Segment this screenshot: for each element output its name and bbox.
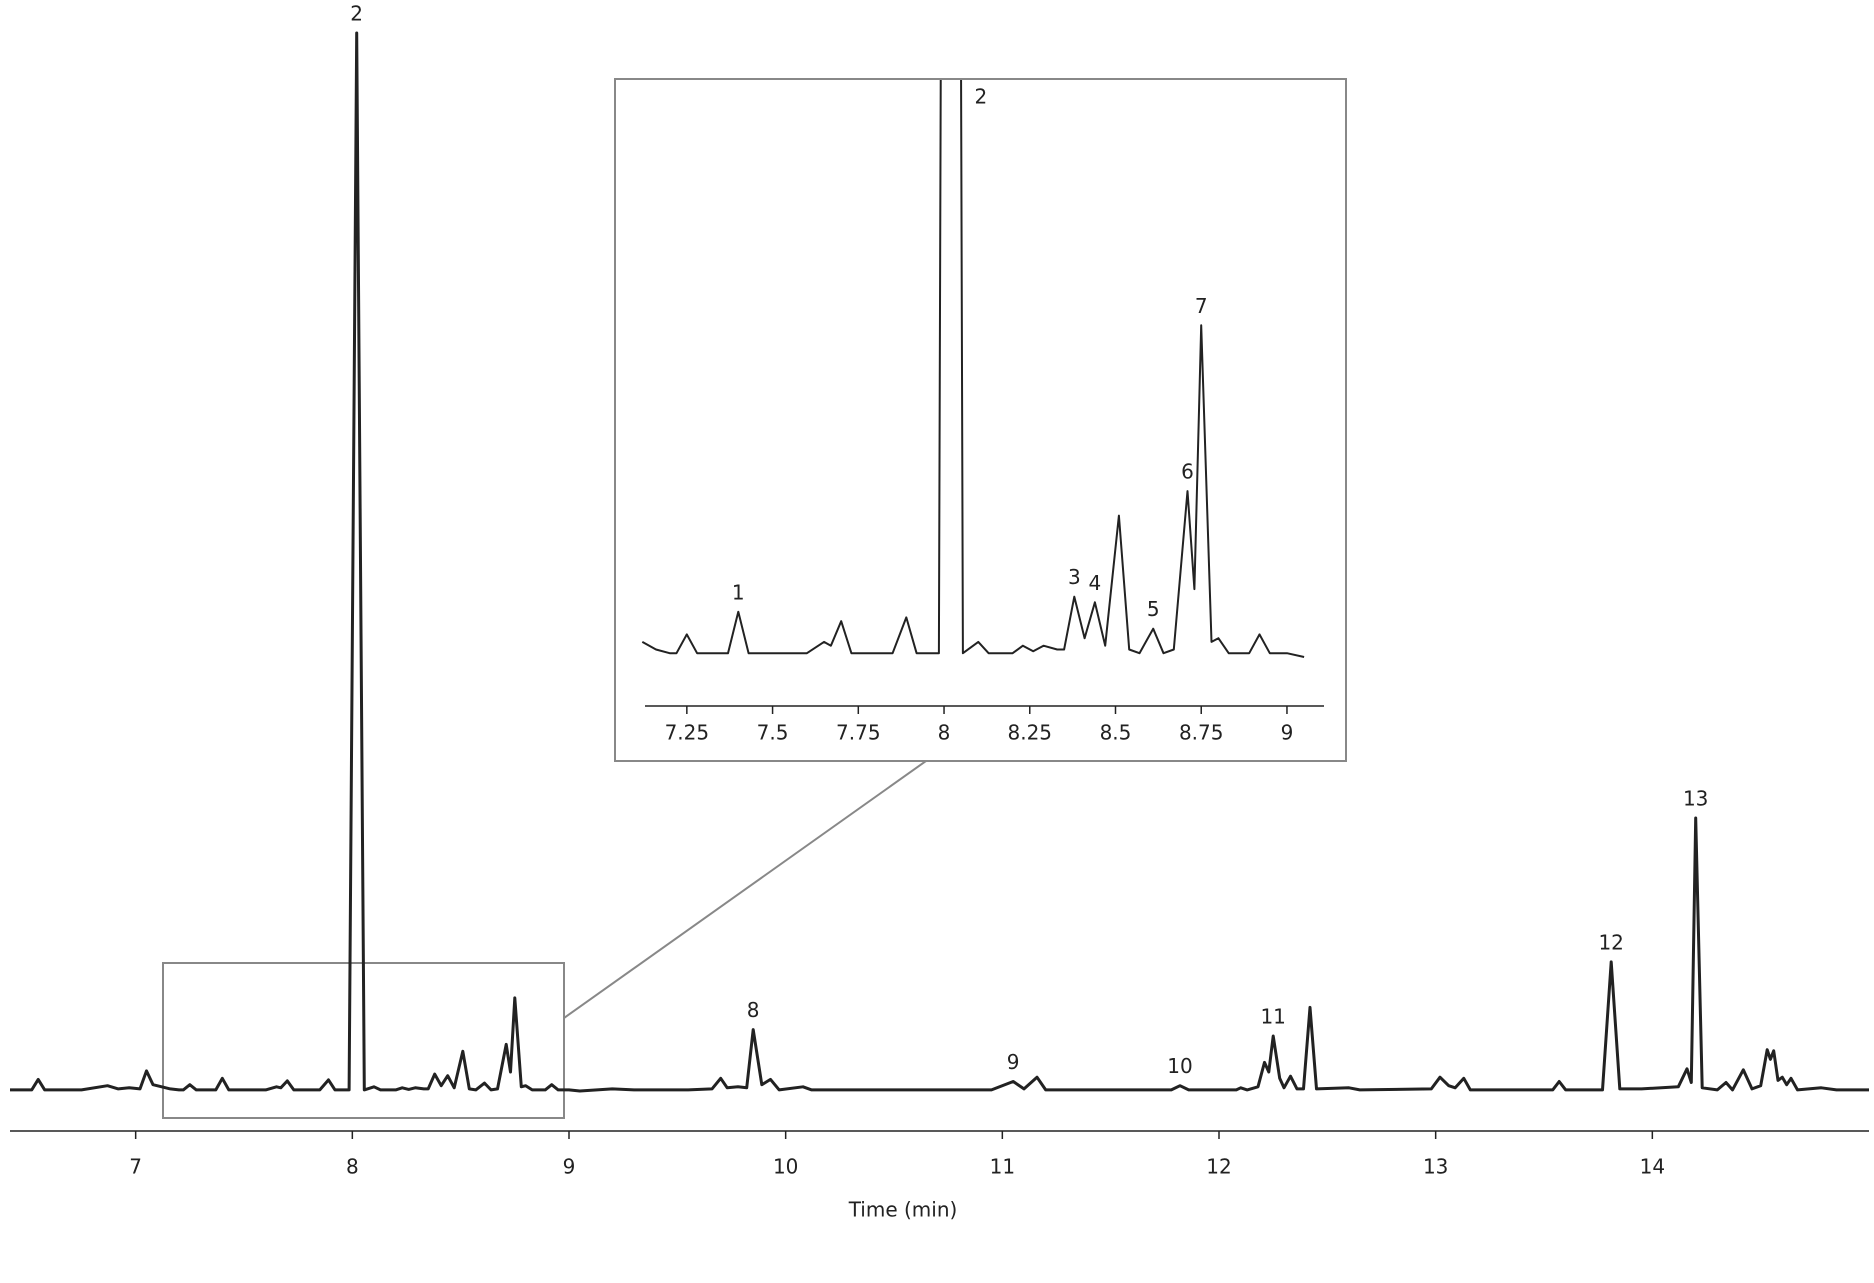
x-tick-label: 7 [129, 1155, 142, 1179]
x-tick-label: 12 [1206, 1155, 1231, 1179]
x-tick-label: 9 [563, 1155, 576, 1179]
peak-label: 12 [1598, 930, 1623, 954]
peak-label: 10 [1167, 1054, 1192, 1078]
peak-label: 5 [1147, 597, 1160, 621]
x-tick-label: 14 [1640, 1155, 1665, 1179]
x-tick-label: 9 [1281, 721, 1294, 745]
peak-label: 4 [1089, 571, 1102, 595]
peak-label: 11 [1260, 1004, 1285, 1028]
trace-line [641, 80, 1305, 658]
peak-label: 13 [1683, 787, 1708, 811]
peak-label: 8 [747, 998, 760, 1022]
x-tick-label: 8.5 [1100, 721, 1132, 745]
peak-label: 7 [1195, 294, 1208, 318]
x-tick-label: 8.25 [1008, 721, 1053, 745]
inset-frame [614, 78, 1347, 762]
x-tick-label: 8 [938, 721, 951, 745]
peak-label: 3 [1068, 565, 1081, 589]
x-axis-label: Time (min) [848, 1198, 958, 1222]
peak-label: 2 [350, 2, 363, 26]
trace-line [10, 31, 1869, 1093]
x-tick-label: 8 [346, 1155, 359, 1179]
peak-label: 1 [732, 580, 745, 604]
x-tick-label: 7.5 [757, 721, 789, 745]
zoom-connector [563, 760, 927, 1019]
x-tick-label: 8.75 [1179, 721, 1224, 745]
x-tick-label: 7.75 [836, 721, 881, 745]
x-tick-label: 7.25 [665, 721, 710, 745]
peak-label: 9 [1007, 1050, 1020, 1074]
peak-label: 6 [1181, 460, 1194, 484]
peak-label: 2 [975, 85, 988, 109]
x-tick-label: 10 [773, 1155, 798, 1179]
x-tick-label: 13 [1423, 1155, 1448, 1179]
x-tick-label: 11 [990, 1155, 1015, 1179]
